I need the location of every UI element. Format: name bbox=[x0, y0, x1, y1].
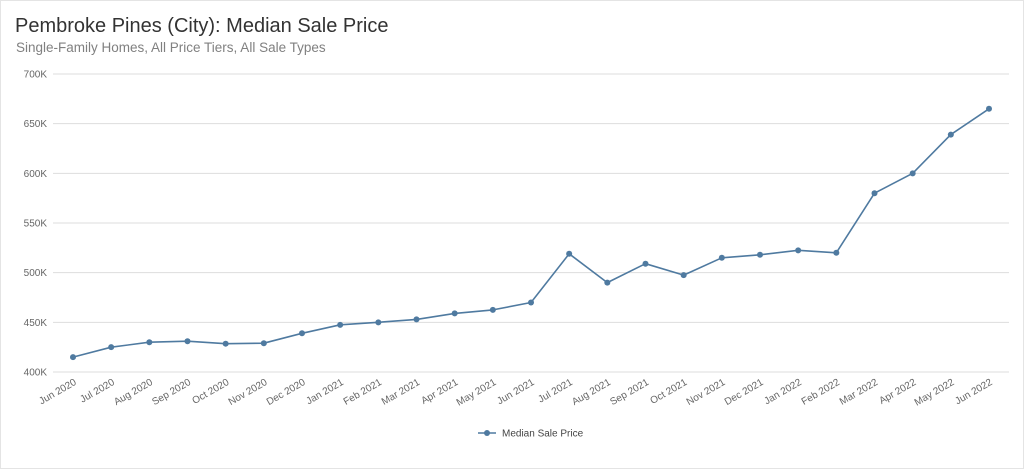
series-line bbox=[72, 108, 990, 358]
data-point-dec-2021[interactable] bbox=[757, 251, 763, 258]
data-point-mar-2021[interactable] bbox=[413, 316, 420, 323]
data-point-jan-2021[interactable] bbox=[337, 321, 344, 328]
y-tick-label: 450K bbox=[24, 318, 48, 329]
x-tick-label: Feb 2021 bbox=[342, 377, 384, 408]
gridlines bbox=[53, 73, 1009, 373]
x-tick-label: Sep 2020 bbox=[150, 377, 193, 408]
x-tick-label: May 2021 bbox=[455, 377, 499, 409]
x-tick-label: Jul 2020 bbox=[78, 377, 117, 406]
x-tick-label: Apr 2021 bbox=[420, 377, 461, 407]
x-tick-label: Jul 2021 bbox=[536, 377, 575, 406]
y-tick-label: 400K bbox=[24, 368, 48, 379]
data-point-mar-2022[interactable] bbox=[871, 190, 878, 197]
data-point-sep-2021[interactable] bbox=[642, 260, 649, 267]
x-tick-label: Feb 2022 bbox=[800, 377, 842, 408]
data-point-aug-2021[interactable] bbox=[604, 279, 611, 286]
x-tick-label: Sep 2021 bbox=[608, 377, 651, 408]
data-point-jun-2021[interactable] bbox=[528, 299, 534, 306]
x-tick-label: Mar 2022 bbox=[838, 377, 880, 408]
chart-title: Pembroke Pines (City): Median Sale Price bbox=[15, 15, 389, 37]
data-point-may-2021[interactable] bbox=[489, 306, 496, 313]
legend-label: Median Sale Price bbox=[502, 429, 584, 440]
data-point-jan-2022[interactable] bbox=[795, 247, 802, 254]
data-point-jul-2021[interactable] bbox=[566, 250, 573, 257]
data-point-jun-2022[interactable] bbox=[986, 105, 992, 112]
x-tick-label: Jun 2022 bbox=[953, 377, 995, 407]
legend-marker-swatch bbox=[484, 430, 490, 436]
data-point-nov-2021[interactable] bbox=[718, 254, 725, 261]
data-point-jul-2020[interactable] bbox=[108, 344, 115, 351]
x-tick-label: Mar 2021 bbox=[380, 377, 422, 408]
data-point-apr-2021[interactable] bbox=[451, 310, 458, 317]
x-tick-label: Oct 2020 bbox=[191, 377, 232, 407]
x-tick-label: Jun 2021 bbox=[495, 377, 537, 407]
y-tick-label: 600K bbox=[24, 169, 48, 180]
legend[interactable]: Median Sale Price bbox=[478, 429, 584, 440]
x-tick-label: Nov 2020 bbox=[227, 377, 270, 408]
data-point-jun-2020[interactable] bbox=[70, 354, 76, 361]
data-point-sep-2020[interactable] bbox=[184, 338, 191, 345]
x-tick-label: Dec 2021 bbox=[723, 377, 766, 408]
x-tick-label: Apr 2022 bbox=[878, 377, 919, 407]
x-tick-label: Jun 2020 bbox=[37, 377, 79, 407]
x-tick-label: Aug 2020 bbox=[112, 377, 155, 408]
x-tick-label: Dec 2020 bbox=[265, 377, 308, 408]
data-point-oct-2021[interactable] bbox=[680, 272, 687, 279]
x-tick-label: May 2022 bbox=[913, 377, 957, 409]
chart-subtitle: Single-Family Homes, All Price Tiers, Al… bbox=[16, 40, 326, 55]
y-tick-label: 550K bbox=[24, 219, 48, 230]
x-tick-label: Aug 2021 bbox=[570, 377, 613, 408]
series-layer bbox=[70, 105, 992, 361]
x-tick-label: Jan 2022 bbox=[763, 377, 805, 407]
y-tick-label: 700K bbox=[24, 70, 48, 81]
data-point-dec-2020[interactable] bbox=[299, 330, 305, 337]
data-point-apr-2022[interactable] bbox=[909, 170, 916, 177]
y-tick-label: 500K bbox=[24, 268, 48, 279]
data-point-may-2022[interactable] bbox=[947, 131, 954, 138]
y-axis-ticks: 400K 450K 500K 550K 600K 650K 700K bbox=[24, 70, 48, 379]
x-tick-label: Jan 2021 bbox=[305, 377, 347, 407]
x-tick-label: Oct 2021 bbox=[649, 377, 690, 407]
data-point-feb-2022[interactable] bbox=[833, 249, 840, 256]
x-tick-label: Nov 2021 bbox=[685, 377, 728, 408]
data-point-aug-2020[interactable] bbox=[146, 339, 153, 346]
y-tick-label: 650K bbox=[24, 119, 48, 130]
data-point-oct-2020[interactable] bbox=[222, 340, 229, 347]
data-point-feb-2021[interactable] bbox=[375, 319, 382, 326]
data-point-nov-2020[interactable] bbox=[260, 340, 267, 347]
